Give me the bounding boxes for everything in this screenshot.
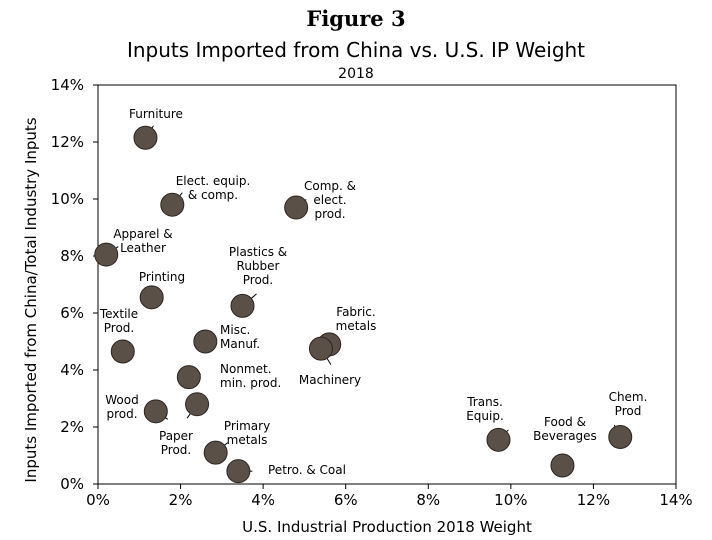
y-tick-label: 8% (60, 247, 84, 265)
y-axis: 0% 2% 4% 6% 8% 10% 12% 14% (51, 76, 98, 493)
data-point (230, 293, 255, 318)
point-label: Textile Prod. (99, 307, 138, 335)
point-label: Food & Beverages (533, 415, 597, 443)
chart-title: Inputs Imported from China vs. U.S. IP W… (126, 38, 586, 62)
plot-area (97, 84, 677, 485)
x-tick-label: 6% (334, 491, 358, 509)
y-tick-label: 0% (60, 475, 84, 493)
data-point (110, 339, 135, 364)
y-axis-title: Inputs Imported from China/Total Industr… (22, 117, 40, 482)
data-point (160, 192, 185, 217)
data-point (284, 195, 309, 220)
data-point (193, 329, 218, 354)
data-point (176, 365, 201, 390)
y-tick-label: 14% (51, 76, 84, 94)
point-label: Fabric. metals (336, 305, 377, 333)
point-label: Trans. Equip. (466, 395, 504, 423)
data-point (143, 399, 168, 424)
x-tick-label: 0% (86, 491, 110, 509)
x-tick-label: 12% (577, 491, 610, 509)
data-point (608, 424, 633, 449)
point-label: Elect. equip. & comp. (176, 174, 251, 202)
data-point (550, 453, 575, 478)
x-tick-label: 2% (169, 491, 193, 509)
data-point (226, 459, 251, 484)
chart-subtitle: 2018 (338, 66, 374, 82)
point-label: Wood prod. (105, 393, 138, 421)
y-tick-label: 12% (51, 133, 84, 151)
y-tick-label: 2% (60, 418, 84, 436)
data-points (94, 125, 633, 484)
point-label: Machinery (299, 373, 361, 387)
point-label: Primary metals (224, 419, 270, 447)
data-point (133, 125, 158, 150)
y-tick-label: 4% (60, 361, 84, 379)
point-label: Plastics & Rubber Prod. (229, 245, 287, 287)
x-tick-label: 8% (416, 491, 440, 509)
point-label: Furniture (129, 107, 183, 121)
point-label: Comp. & elect. prod. (304, 179, 356, 221)
point-label: Chem. Prod (609, 390, 648, 418)
x-tick-label: 4% (251, 491, 275, 509)
point-labels: Furniture Elect. equip. & comp. Comp. & elec… (99, 107, 648, 477)
point-label: Nonmet. min. prod. (220, 362, 281, 390)
data-point (308, 336, 333, 361)
point-label: Petro. & Coal (268, 463, 346, 477)
data-point (185, 392, 210, 417)
x-axis-title: U.S. Industrial Production 2018 Weight (242, 518, 532, 536)
x-tick-label: 14% (659, 491, 692, 509)
point-label: Misc. Manuf. (220, 323, 260, 351)
point-label: Apparel & Leather (113, 227, 172, 255)
y-tick-label: 10% (51, 190, 84, 208)
point-label: Printing (139, 270, 185, 284)
x-axis: 0% 2% 4% 6% 8% 10% 12% 14% (86, 484, 693, 509)
data-point (94, 242, 119, 267)
figure-label: Figure 3 (306, 6, 406, 31)
point-label: Paper Prod. (159, 429, 193, 457)
data-point (203, 440, 228, 465)
y-tick-label: 6% (60, 304, 84, 322)
data-point (486, 427, 511, 452)
data-point (139, 285, 164, 310)
x-tick-label: 10% (494, 491, 527, 509)
